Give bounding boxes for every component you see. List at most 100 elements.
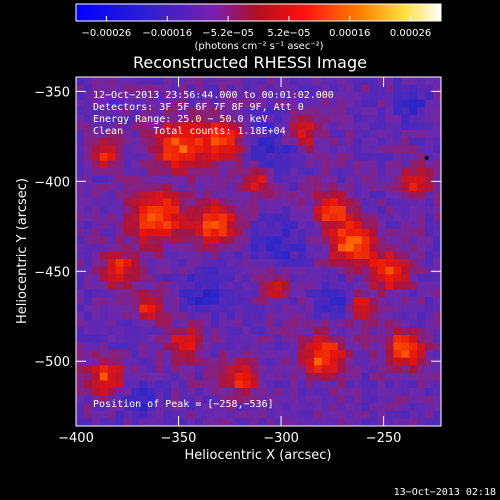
heatmap-cell — [369, 259, 379, 268]
heatmap-cell — [377, 304, 387, 313]
heatmap-cell — [226, 395, 236, 404]
heatmap-cell — [115, 99, 125, 108]
heatmap-cell — [417, 84, 426, 93]
heatmap-cell — [321, 350, 331, 359]
heatmap-cell — [337, 357, 347, 366]
heatmap-cell — [329, 259, 339, 268]
heatmap-cell — [202, 145, 212, 154]
heatmap-cell — [76, 205, 85, 215]
heatmap-cell — [345, 350, 355, 359]
heatmap-cell — [76, 99, 85, 108]
heatmap-cell — [393, 228, 402, 237]
heatmap-cell — [401, 266, 410, 275]
heatmap-cell — [171, 289, 180, 298]
heatmap-cell — [306, 190, 315, 199]
heatmap-cell — [290, 198, 299, 207]
heatmap-cell — [187, 266, 196, 275]
heatmap-cell — [361, 259, 371, 268]
heatmap-cell — [202, 114, 212, 124]
heatmap-cell — [353, 251, 363, 260]
heatmap-cell — [123, 274, 133, 283]
heatmap-cell — [417, 304, 426, 313]
heatmap-cell — [298, 168, 307, 177]
heatmap-cell — [314, 289, 323, 298]
heatmap-cell — [171, 145, 180, 154]
heatmap-cell — [314, 357, 323, 366]
heatmap-cell — [202, 365, 212, 374]
heatmap-cell — [107, 297, 117, 306]
heatmap-cell — [274, 418, 283, 426]
heatmap-cell — [274, 114, 283, 124]
heatmap-cell — [234, 137, 244, 146]
heatmap-cell — [298, 281, 307, 291]
heatmap-cell — [139, 228, 149, 237]
heatmap-cell — [433, 350, 441, 359]
heatmap-cell — [147, 92, 156, 101]
heatmap-cell — [274, 236, 283, 245]
heatmap-cell — [369, 365, 379, 374]
heatmap-cell — [107, 152, 117, 162]
heatmap-cell — [91, 236, 101, 245]
heatmap-cell — [202, 84, 212, 93]
heatmap-cell — [409, 221, 418, 230]
heatmap-cell — [258, 152, 268, 162]
heatmap-cell — [123, 114, 133, 124]
heatmap-cell — [361, 205, 371, 215]
heatmap-cell — [282, 274, 291, 283]
heatmap-cell — [321, 122, 331, 131]
heatmap-cell — [242, 107, 252, 116]
x-tick-label: −350 — [161, 431, 197, 446]
heatmap-cell — [298, 107, 307, 116]
heatmap-cell — [218, 304, 228, 313]
heatmap-cell — [242, 281, 252, 291]
heatmap-cell — [131, 152, 141, 162]
heatmap-cell — [115, 388, 125, 397]
heatmap-cell — [274, 122, 283, 131]
heatmap-cell — [163, 130, 172, 139]
heatmap-cell — [91, 114, 101, 124]
heatmap-cell — [155, 289, 164, 298]
heatmap-cell — [179, 183, 188, 192]
heatmap-cell — [163, 372, 172, 382]
heatmap-cell — [210, 334, 220, 344]
heatmap-cell — [171, 297, 180, 306]
heatmap-cell — [274, 327, 283, 336]
heatmap-cell — [210, 281, 220, 291]
heatmap-cell — [393, 130, 402, 139]
heatmap-cell — [226, 213, 236, 222]
heatmap-cell — [361, 274, 371, 283]
heatmap-cell — [425, 77, 434, 86]
heatmap-cell — [266, 99, 275, 108]
heatmap-cell — [337, 168, 347, 177]
heatmap-cell — [361, 350, 371, 359]
heatmap-cell — [282, 137, 291, 146]
heatmap-cell — [202, 274, 212, 283]
heatmap-cell — [337, 388, 347, 397]
heatmap-cell — [202, 297, 212, 306]
heatmap-cell — [155, 403, 164, 412]
heatmap-cell — [195, 259, 204, 268]
heatmap-cell — [314, 160, 323, 169]
heatmap-cell — [401, 221, 410, 230]
heatmap-cell — [171, 114, 180, 124]
heatmap-cell — [409, 266, 418, 275]
heatmap-cell — [274, 357, 283, 366]
heatmap-cell — [433, 152, 441, 162]
heatmap-cell — [393, 190, 402, 199]
heatmap-cell — [202, 304, 212, 313]
heatmap-cell — [385, 350, 394, 359]
heatmap-cell — [329, 243, 339, 253]
heatmap-cell — [250, 77, 260, 86]
heatmap-cell — [401, 236, 410, 245]
heatmap-cell — [409, 395, 418, 404]
heatmap-cell — [195, 228, 204, 237]
heatmap-cell — [345, 289, 355, 298]
heatmap-cell — [131, 281, 141, 291]
heatmap-cell — [202, 289, 212, 298]
heatmap-cell — [139, 334, 149, 344]
heatmap-cell — [147, 388, 156, 397]
heatmap-cell — [250, 403, 260, 412]
heatmap-cell — [218, 365, 228, 374]
heatmap-cell — [314, 145, 323, 154]
heatmap-cell — [195, 418, 204, 426]
